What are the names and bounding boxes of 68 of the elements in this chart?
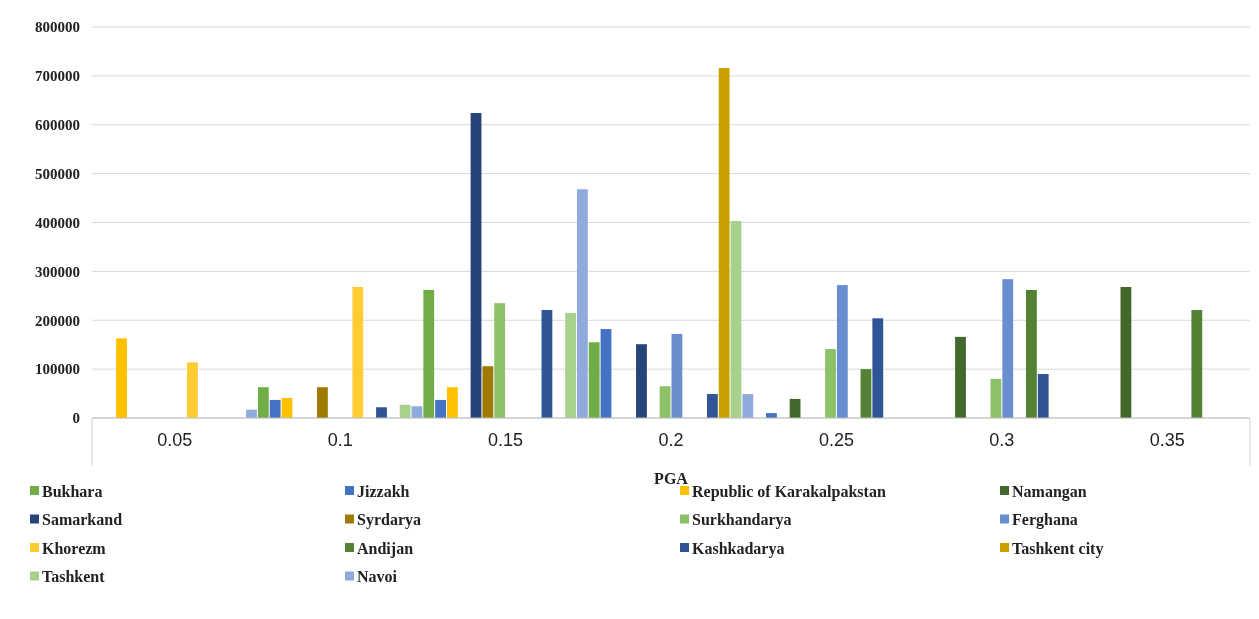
x-tick-label: 0.2	[658, 430, 684, 450]
legend-label: Tashkent city	[1012, 539, 1104, 558]
bar	[317, 387, 328, 418]
bar	[269, 399, 281, 418]
bar	[1037, 374, 1049, 418]
x-tick-label: 0.35	[1149, 430, 1185, 450]
bar	[990, 378, 1002, 418]
bar	[955, 336, 966, 418]
bar	[482, 366, 494, 418]
bar	[576, 189, 588, 418]
bar	[257, 387, 269, 418]
legend-label: Syrdarya	[357, 511, 421, 530]
y-tick-label: 400000	[35, 214, 80, 231]
y-tick-label: 800000	[35, 19, 80, 36]
bar	[742, 394, 754, 418]
y-tick-label: 0	[72, 410, 80, 427]
y-tick-label: 100000	[35, 361, 80, 378]
bar	[1120, 287, 1132, 418]
bar	[706, 394, 718, 418]
legend-label: Andijan	[357, 539, 414, 558]
y-tick-label: 200000	[35, 312, 80, 329]
bar	[541, 309, 553, 418]
bar	[836, 285, 848, 418]
y-tick-label: 700000	[35, 68, 80, 85]
bar	[399, 404, 411, 418]
legend-label: Jizzakh	[357, 482, 410, 500]
bar	[423, 289, 435, 418]
legend-label: Navoi	[357, 568, 398, 586]
bar	[1002, 279, 1014, 418]
y-tick-label: 500000	[35, 165, 80, 182]
legend-label: Namangan	[1012, 482, 1087, 501]
legend-label: Khorezm	[42, 539, 107, 557]
x-tick-label: 0.3	[989, 430, 1015, 450]
bar	[671, 333, 683, 418]
legend-label: Tashkent	[42, 568, 106, 586]
bar	[636, 344, 647, 418]
x-tick-label: 0.25	[818, 430, 854, 450]
bar	[352, 287, 364, 418]
bar	[376, 407, 387, 418]
bar	[435, 399, 446, 418]
bar	[494, 303, 506, 418]
y-tick-label: 600000	[35, 117, 80, 133]
bar	[659, 386, 671, 418]
bar	[860, 369, 872, 418]
bar	[470, 113, 482, 418]
bar	[872, 318, 884, 418]
bar	[730, 221, 742, 418]
x-tick-label: 0.15	[488, 430, 524, 450]
legend-label: Republic of Karakalpakstan	[692, 482, 886, 501]
legend-label: Ferghana	[1012, 511, 1078, 530]
x-tick-label: 0.05	[157, 430, 193, 450]
legend-label: Surkhandarya	[692, 511, 792, 530]
x-axis-title: PGA	[654, 470, 689, 487]
bar	[718, 68, 730, 418]
x-tick-label: 0.1	[327, 430, 353, 450]
legend-label: Kashkadarya	[692, 539, 785, 558]
bar	[565, 312, 576, 418]
bar	[600, 329, 612, 418]
bar	[588, 342, 600, 418]
bar	[1191, 309, 1203, 418]
bar	[825, 349, 836, 418]
legend-label: Samarkand	[42, 511, 123, 529]
y-tick-label: 300000	[35, 263, 80, 280]
bar	[116, 338, 127, 418]
bar	[446, 387, 458, 418]
bar	[187, 362, 198, 418]
legend-label: Bukhara	[42, 482, 103, 500]
bar	[1025, 289, 1037, 418]
